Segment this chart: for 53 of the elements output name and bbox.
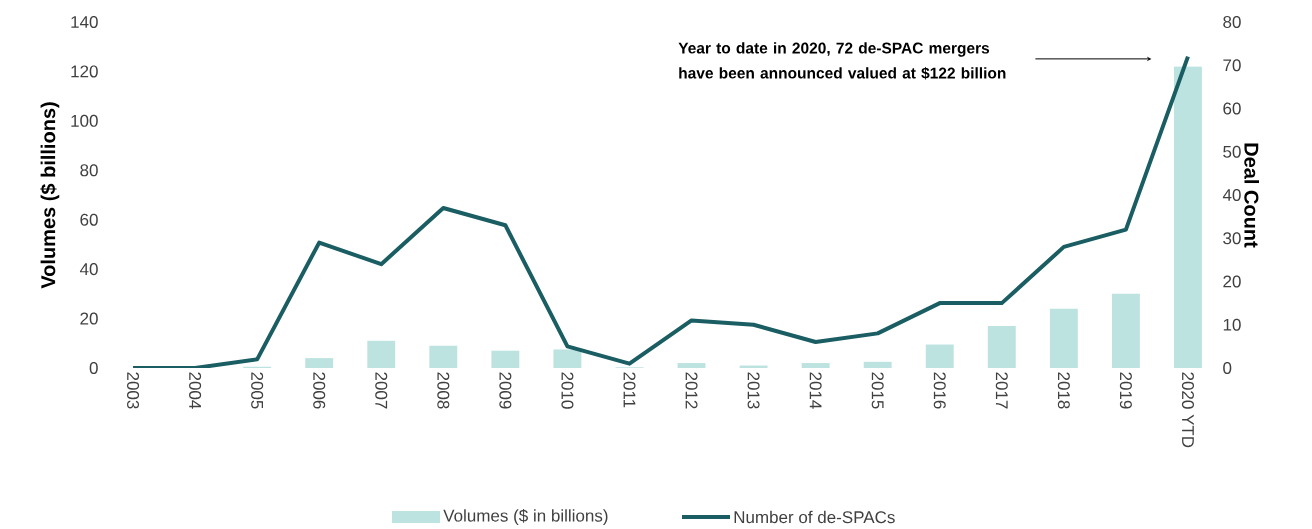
x-tick-label: 2013 bbox=[747, 372, 760, 409]
x-tick-label: 2004 bbox=[189, 372, 202, 409]
x-tick-label: 2003 bbox=[127, 372, 140, 409]
y2-tick-label: 80 bbox=[1223, 15, 1241, 29]
x-tick-label: 2012 bbox=[685, 372, 698, 409]
x-tick-label: 2008 bbox=[437, 372, 450, 409]
y2-tick-label: 0 bbox=[1223, 361, 1232, 375]
legend-label: Volumes ($ in billions) bbox=[443, 508, 608, 526]
bar bbox=[677, 363, 706, 368]
x-tick-label: 2020 YTD bbox=[1181, 372, 1194, 448]
y2-tick-label: 10 bbox=[1223, 318, 1241, 331]
bar bbox=[987, 325, 1016, 368]
x-tick-label: 2016 bbox=[933, 372, 946, 409]
bar bbox=[925, 344, 954, 368]
bar bbox=[1173, 66, 1202, 368]
annotation: Year to date in 2020, 72 de-SPAC mergers have been announced valued at $122 billion bbox=[678, 42, 1006, 80]
y-tick-label: 140 bbox=[71, 15, 98, 29]
x-tick-label: 2017 bbox=[995, 372, 1008, 409]
y2-axis-title: Deal Count bbox=[1244, 143, 1259, 248]
bar bbox=[305, 358, 334, 368]
y-tick-label: 80 bbox=[80, 164, 98, 177]
y2-tick-label: 40 bbox=[1222, 188, 1241, 202]
y2-tick-label: 50 bbox=[1223, 145, 1241, 158]
y-tick-label: 0 bbox=[89, 361, 98, 375]
bar bbox=[1049, 308, 1078, 368]
x-tick-label: 2019 bbox=[1119, 372, 1132, 409]
y2-tick-label: 70 bbox=[1223, 59, 1241, 72]
y-tick-label: 40 bbox=[79, 263, 98, 276]
x-tick-label: 2011 bbox=[623, 372, 636, 408]
x-tick-label: 2009 bbox=[499, 372, 512, 409]
x-tick-label: 2006 bbox=[313, 372, 326, 409]
y-tick-label: 100 bbox=[71, 114, 98, 127]
bar bbox=[367, 340, 396, 368]
x-tick-label: 2014 bbox=[809, 372, 822, 409]
bar bbox=[491, 350, 520, 368]
legend-label: Number of de-SPACs bbox=[734, 510, 895, 524]
bar bbox=[429, 345, 458, 368]
x-tick-label: 2015 bbox=[871, 372, 884, 409]
x-tick-label: 2005 bbox=[251, 372, 264, 409]
x-tick-label: 2007 bbox=[375, 372, 388, 409]
x-tick-label: 2010 bbox=[561, 372, 574, 409]
y2-tick-label: 20 bbox=[1223, 275, 1241, 288]
y-tick-label: 120 bbox=[71, 65, 98, 78]
y-tick-label: 20 bbox=[80, 312, 98, 325]
bar bbox=[1111, 293, 1140, 368]
y2-tick-label: 60 bbox=[1223, 102, 1241, 115]
bar bbox=[863, 361, 892, 368]
x-tick-label: 2018 bbox=[1057, 372, 1070, 409]
bar bbox=[801, 363, 830, 368]
bar bbox=[553, 349, 582, 368]
y-axis-title: Volumes ($ billions) bbox=[40, 102, 60, 289]
y2-tick-label: 30 bbox=[1223, 232, 1241, 245]
y-tick-label: 60 bbox=[80, 213, 98, 226]
